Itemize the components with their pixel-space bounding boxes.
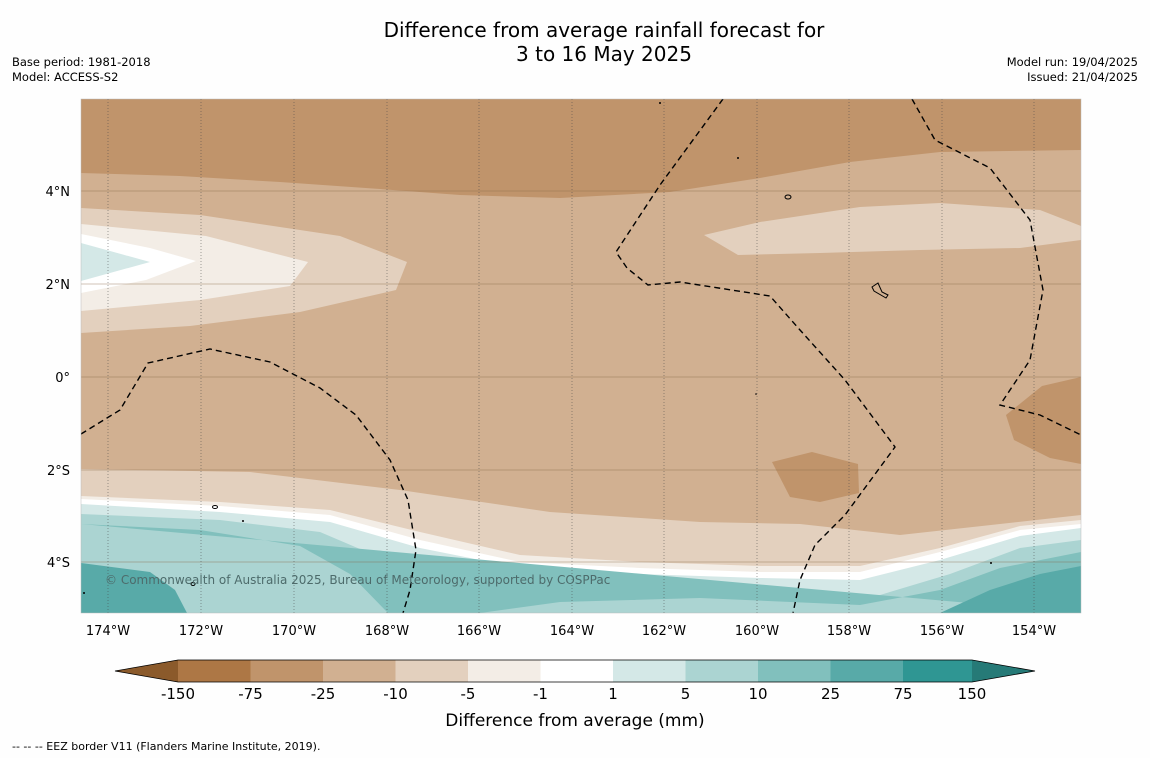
colorbar-bin [613, 660, 686, 682]
colorbar-tick: -25 [311, 685, 336, 703]
colorbar-tick: -75 [238, 685, 263, 703]
colorbar-tick: -150 [161, 685, 195, 703]
eez-borders [81, 99, 1081, 613]
colorbar-bin [250, 660, 323, 682]
lon-tick: 162°W [642, 624, 686, 639]
rainfall-map [81, 99, 1081, 613]
lon-axis: 174°W 172°W 170°W 168°W 166°W 164°W 162°… [86, 624, 1056, 639]
base-period: Base period: 1981-2018 [12, 55, 151, 69]
colorbar-bin [758, 660, 831, 682]
map-title: Difference from average rainfall forecas… [0, 18, 1150, 66]
lon-tick: 158°W [827, 624, 871, 639]
model-run: Model run: 19/04/2025 [1006, 55, 1138, 69]
colorbar-tick: 150 [958, 685, 987, 703]
lon-tick: 166°W [457, 624, 501, 639]
title-line-2: 3 to 16 May 2025 [516, 42, 692, 66]
colorbar-bin [830, 660, 903, 682]
colorbar-bin [685, 660, 758, 682]
lon-tick: 168°W [365, 624, 409, 639]
lat-tick: 2°S [47, 464, 70, 479]
colorbar-min-arrow [115, 660, 178, 682]
colorbar-tick: 1 [608, 685, 618, 703]
colorbar-tick: -10 [383, 685, 408, 703]
colorbar-tick: 75 [893, 685, 912, 703]
lat-tick: 0° [55, 371, 70, 386]
lon-tick: 174°W [86, 624, 130, 639]
colorbar-tick: -1 [533, 685, 548, 703]
issued-date: Issued: 21/04/2025 [1027, 70, 1138, 84]
colorbar-bin [540, 660, 613, 682]
colorbar-tick: -5 [461, 685, 476, 703]
colorbar-max-arrow [972, 660, 1035, 682]
colorbar-tick: 25 [821, 685, 840, 703]
colorbar-bin [323, 660, 396, 682]
colorbar-ticks: -150 -75 -25 -10 -5 -1 1 5 10 25 75 150 [161, 685, 986, 703]
lat-tick: 4°S [47, 556, 70, 571]
model-name: Model: ACCESS-S2 [12, 70, 119, 84]
colorbar-tick: 5 [681, 685, 691, 703]
lat-tick: 2°N [46, 278, 71, 293]
colorbar-title: Difference from average (mm) [445, 711, 704, 731]
lon-tick: 160°W [735, 624, 779, 639]
lon-tick: 164°W [550, 624, 594, 639]
copyright-text: © Commonwealth of Australia 2025, Bureau… [105, 573, 610, 587]
islands [190, 194, 889, 586]
lon-tick: 170°W [272, 624, 316, 639]
lat-axis: 4°N 2°N 0° 2°S 4°S [46, 185, 71, 571]
eez-source-note: -- -- -- EEZ border V11 (Flanders Marine… [12, 740, 321, 753]
colorbar [114, 659, 1036, 683]
lon-tick: 156°W [920, 624, 964, 639]
colorbar-tick: 10 [748, 685, 767, 703]
colorbar-bin [903, 660, 972, 682]
lon-tick: 172°W [179, 624, 223, 639]
colorbar-bin [395, 660, 468, 682]
colorbar-bin [468, 660, 541, 682]
meta-left: Base period: 1981-2018 Model: ACCESS-S2 [12, 55, 151, 85]
lon-tick: 154°W [1012, 624, 1056, 639]
meta-right: Model run: 19/04/2025 Issued: 21/04/2025 [1007, 55, 1138, 85]
colorbar-bin [178, 660, 251, 682]
title-line-1: Difference from average rainfall forecas… [383, 18, 825, 42]
lat-tick: 4°N [46, 185, 71, 200]
